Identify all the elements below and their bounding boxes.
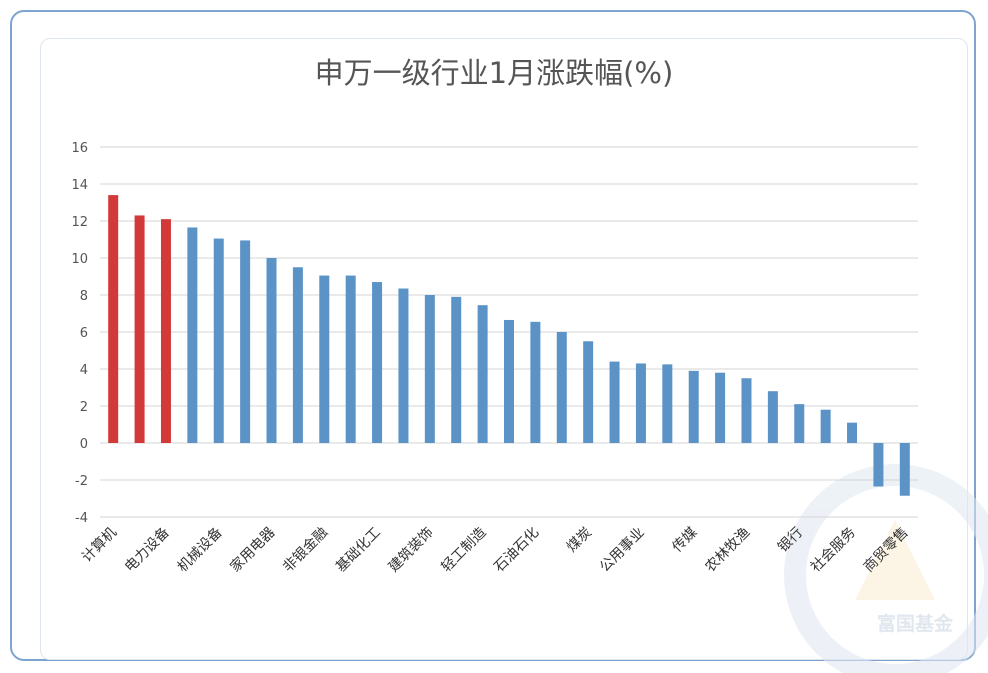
bar-医药生物: 医药生物: 6: [556, 332, 567, 443]
bar-汽车: 汽车: 10.95: [240, 240, 251, 443]
bar-建筑装饰: 建筑装饰: 8: [424, 295, 435, 443]
x-tick-label: 计算机: [79, 525, 120, 566]
bar-公用事业: 公用事业: 4.3: [635, 363, 646, 443]
bar-基础化工: 基础化工: 8.7: [372, 282, 383, 443]
bar-环保: 环保: 8.35: [398, 288, 409, 443]
bar-社会服务: 社会服务: 1.1: [847, 422, 858, 443]
bar-钢铁: 钢铁: 7.9: [451, 296, 462, 443]
y-tick-label: -2: [75, 474, 88, 489]
x-tick-label: 电力设备: [121, 524, 173, 576]
x-tick-label: 建筑装饰: [386, 525, 437, 576]
bar-轻工制造: 轻工制造: 7.45: [477, 305, 488, 443]
y-tick-label: 8: [80, 289, 88, 304]
bar-机械设备: 机械设备: 11.05: [213, 238, 224, 443]
x-tick-label: 煤炭: [564, 525, 595, 556]
x-tick-label: 机械设备: [174, 524, 226, 576]
x-tick-label: 石油石化: [491, 525, 542, 576]
chart-title: 申万一级行业1月涨跌幅(%): [315, 56, 674, 90]
bar-农林牧渔: 农林牧渔: 3.5: [741, 378, 752, 443]
watermark-logo: 富国基金: [784, 464, 988, 673]
chart-inner-border: [40, 38, 968, 660]
x-tick-label: 传媒: [669, 525, 700, 556]
bar-建筑材料: 建筑材料: 4.4: [609, 361, 620, 443]
bar-房地产: 房地产: 4.25: [662, 364, 673, 443]
bar-传媒: 传媒: 3.9: [688, 370, 699, 443]
bars: 计算机: 13.4 国防军工: 12.3 电力设备: 12.1 电子: 11.65 机械…: [108, 195, 910, 496]
x-tick-label: 公用事业: [597, 525, 648, 576]
bar-家用电器: 家用电器: 10: [266, 258, 277, 443]
x-tick-label: 轻工制造: [439, 525, 490, 576]
bar-石油石化: 石油石化: 6.55: [530, 321, 541, 443]
bar-非银金融: 非银金融: 9.05: [319, 275, 330, 443]
bar-美容护理: 美容护理: 2.8: [767, 391, 778, 443]
y-tick-label: -4: [75, 511, 88, 526]
bar-综合: 综合: -2.35: [873, 443, 884, 487]
bar-计算机: 计算机: 13.4: [108, 195, 119, 443]
y-tick-label: 10: [71, 252, 88, 267]
bar-有色金属: 有色金属: 9.5: [292, 267, 303, 443]
bar-交通运输: 交通运输: 3.8: [715, 372, 726, 443]
bar-通信: 通信: 9.05: [345, 275, 356, 443]
chart-frame: [10, 10, 976, 661]
bar-电子: 电子: 11.65: [187, 227, 198, 443]
y-tick-label: 14: [71, 178, 88, 193]
y-tick-label: 0: [80, 437, 88, 452]
watermark-ring-outer: [784, 464, 988, 673]
bar-食品饮料: 食品饮料: 1.8: [820, 409, 831, 443]
y-tick-label: 16: [71, 141, 88, 156]
y-tick-label: 2: [80, 400, 88, 415]
y-tick-label: 4: [80, 363, 88, 378]
x-tick-label: 农林牧渔: [702, 525, 753, 576]
y-tick-label: 6: [80, 326, 88, 341]
bar-电力设备: 电力设备: 12.1: [160, 219, 171, 443]
watermark-text: 富国基金: [877, 612, 954, 635]
x-tick-label: 非银金融: [280, 525, 331, 576]
y-tick-label: 12: [71, 215, 88, 230]
bar-商贸零售: 商贸零售: -2.85: [899, 443, 910, 496]
x-tick-label: 家用电器: [227, 524, 279, 576]
bar-纺织服饰: 纺织服饰: 6.65: [504, 319, 514, 443]
watermark-shape: [855, 520, 935, 600]
bar-国防军工: 国防军工: 12.3: [134, 215, 145, 443]
x-tick-label: 基础化工: [332, 524, 384, 576]
bar-煤炭: 煤炭: 5.5: [583, 341, 594, 443]
bar-银行: 银行: 2.1: [794, 404, 805, 443]
y-axis-ticks: 16 14 12 10 8 6 4 2 0 -2 -4: [71, 141, 88, 526]
